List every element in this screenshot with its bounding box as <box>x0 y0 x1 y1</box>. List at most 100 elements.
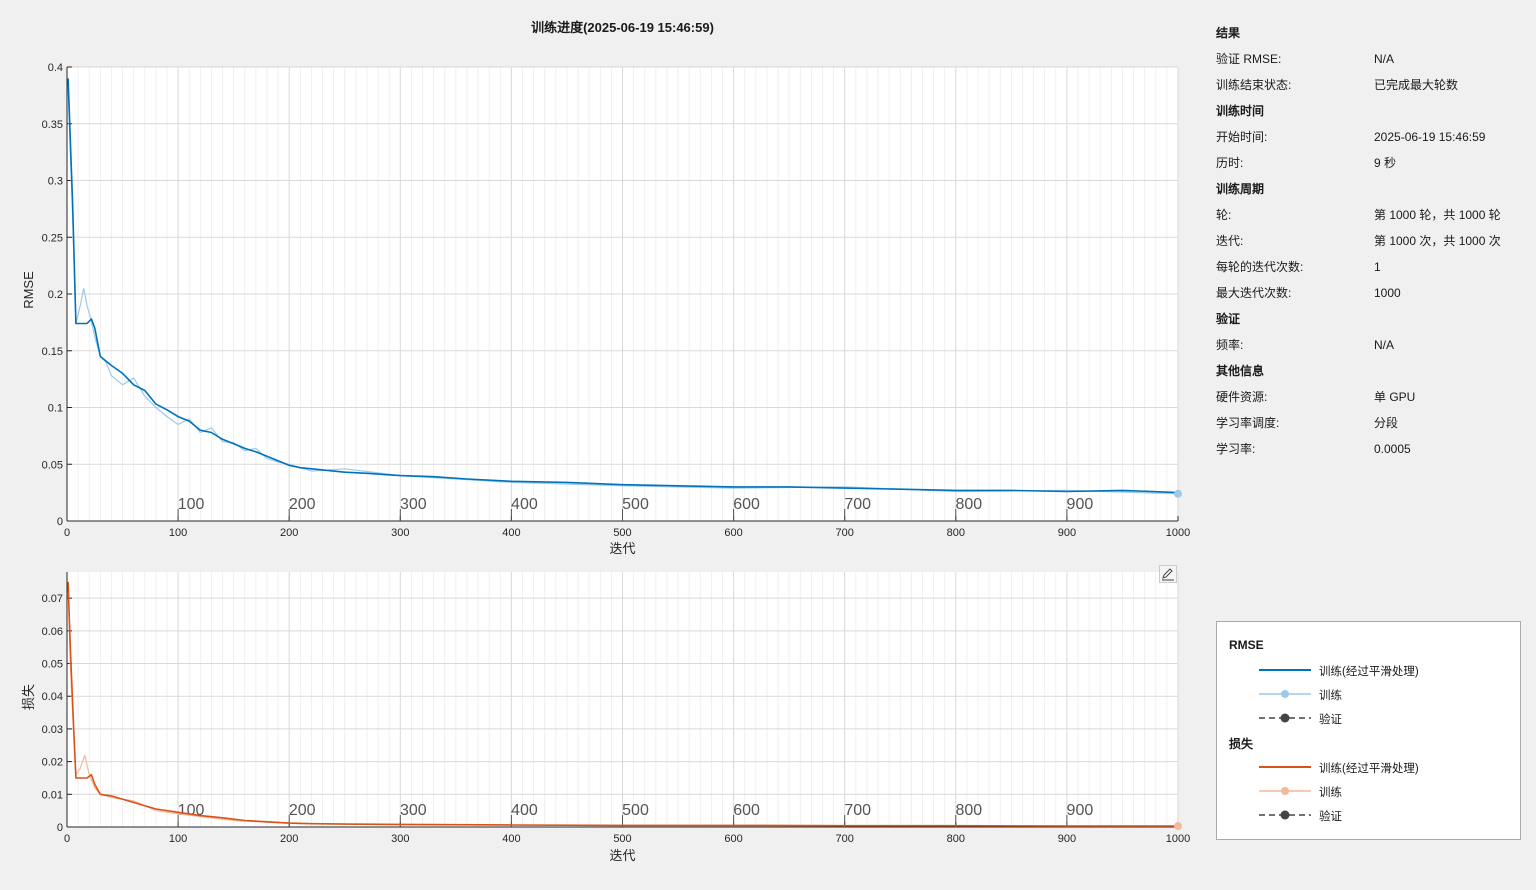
x-tick-label: 800 <box>947 833 965 845</box>
legend-label: 训练 <box>1319 787 1342 799</box>
info-key: 学习率: <box>1216 442 1256 456</box>
y-axis-label: 损失 <box>21 684 36 710</box>
series-smoothed-line <box>67 581 1178 827</box>
series-smoothed-line <box>67 78 1179 494</box>
info-row: 训练结束状态: 已完成最大轮数 <box>1216 74 1526 100</box>
legend-loss-title: 损失 <box>1229 737 1254 751</box>
y-tick-label: 0.15 <box>42 346 63 358</box>
x-tick-label: 200 <box>280 833 298 845</box>
info-row: 频率: N/A <box>1216 334 1526 360</box>
info-row: 验证 RMSE: N/A <box>1216 48 1526 74</box>
epoch-label: 500 <box>622 802 649 819</box>
info-value: 已完成最大轮数 <box>1374 78 1459 92</box>
x-tick-label: 500 <box>613 833 631 845</box>
x-tick-label: 600 <box>724 833 742 845</box>
epoch-label: 400 <box>511 496 538 513</box>
x-tick-label: 1000 <box>1166 833 1190 845</box>
info-key: 验证 RMSE: <box>1216 52 1282 66</box>
legend-rmse-title: RMSE <box>1229 638 1264 652</box>
info-key: 频率: <box>1216 338 1244 352</box>
info-section-title: 结果 <box>1216 26 1241 40</box>
info-value: 2025-06-19 15:46:59 <box>1374 130 1486 144</box>
epoch-label: 200 <box>289 496 316 513</box>
info-key: 学习率调度: <box>1216 416 1280 430</box>
x-tick-label: 400 <box>502 833 520 845</box>
legend-loss-smooth: 训练(经过平滑处理) <box>1259 757 1499 777</box>
info-row: 学习率调度: 分段 <box>1216 412 1526 438</box>
x-tick-label: 300 <box>391 833 409 845</box>
legend-label: 训练(经过平滑处理) <box>1319 666 1419 678</box>
epoch-label: 900 <box>1067 802 1094 819</box>
info-key: 训练结束状态: <box>1216 78 1292 92</box>
info-key: 硬件资源: <box>1216 390 1268 404</box>
chart-1: 0 100 200 300 400 500 600 700 800 900 1000 0 0.01 0.0… <box>21 572 1190 863</box>
y-tick-label: 0 <box>57 822 63 834</box>
x-tick-label: 800 <box>947 527 965 539</box>
legend-label: 验证 <box>1319 714 1342 726</box>
info-value: 9 秒 <box>1374 156 1397 170</box>
legend-rmse-train: 训练 <box>1259 684 1499 704</box>
info-value: N/A <box>1374 52 1395 66</box>
x-tick-label: 700 <box>836 833 854 845</box>
info-section-title: 训练时间 <box>1216 104 1265 118</box>
y-tick-label: 0.05 <box>42 659 63 671</box>
x-tick-label: 500 <box>613 527 631 539</box>
legend-label: 训练 <box>1319 690 1342 702</box>
info-row: 开始时间: 2025-06-19 15:46:59 <box>1216 126 1526 152</box>
x-axis-label: 迭代 <box>609 541 635 556</box>
x-tick-label: 100 <box>169 833 187 845</box>
info-value: 第 1000 轮，共 1000 轮 <box>1374 208 1501 222</box>
info-section-title: 验证 <box>1216 312 1241 326</box>
x-axis-label: 迭代 <box>609 848 635 863</box>
training-info-panel: 结果验证 RMSE: N/A 训练结束状态: 已完成最大轮数训练时间开始时间: 2025… <box>1216 22 1526 464</box>
legend-loss-val: 验证 <box>1259 805 1499 825</box>
info-row: 轮: 第 1000 轮，共 1000 轮 <box>1216 204 1526 230</box>
info-section-title: 其他信息 <box>1216 364 1265 378</box>
info-key: 迭代: <box>1216 234 1244 248</box>
epoch-label: 500 <box>622 496 649 513</box>
epoch-label: 100 <box>178 496 205 513</box>
edit-pen-icon[interactable] <box>1159 565 1177 583</box>
info-key: 每轮的迭代次数: <box>1216 260 1304 274</box>
y-tick-label: 0.4 <box>48 62 63 74</box>
info-row: 历时: 9 秒 <box>1216 152 1526 178</box>
x-tick-label: 900 <box>1058 527 1076 539</box>
info-row: 硬件资源: 单 GPU <box>1216 386 1526 412</box>
x-tick-label: 300 <box>391 527 409 539</box>
info-key: 轮: <box>1216 208 1232 222</box>
x-tick-label: 0 <box>64 527 70 539</box>
epoch-label: 600 <box>733 802 760 819</box>
epoch-label: 300 <box>400 802 427 819</box>
training-plots: 0 100 200 300 400 500 600 700 800 900 100000.050.1… <box>21 62 1190 863</box>
epoch-label: 900 <box>1067 496 1094 513</box>
info-key: 历时: <box>1216 156 1244 170</box>
y-tick-label: 0.3 <box>48 176 63 188</box>
legend: RMSE 训练(经过平滑处理) 训练 验证 损失 训练(经过平滑处理) 训练 验… <box>1216 621 1521 840</box>
info-value: 分段 <box>1374 416 1399 430</box>
y-tick-label: 0.2 <box>48 289 63 301</box>
y-tick-label: 0.04 <box>42 691 63 703</box>
epoch-label: 800 <box>955 802 982 819</box>
y-tick-label: 0.02 <box>42 757 63 769</box>
epoch-label: 300 <box>400 496 427 513</box>
y-tick-label: 0.06 <box>42 626 63 638</box>
y-axis-label: RMSE <box>21 271 36 309</box>
epoch-label: 600 <box>733 496 760 513</box>
legend-loss-train: 训练 <box>1259 781 1499 801</box>
epoch-label: 700 <box>844 802 871 819</box>
series-train-end-marker <box>1174 489 1182 498</box>
x-tick-label: 0 <box>64 833 70 845</box>
info-section-title: 训练周期 <box>1216 182 1265 196</box>
chart-0: 0 100 200 300 400 500 600 700 800 900 1000 0 0.05 0.1… <box>21 62 1190 556</box>
info-row: 最大迭代次数: 1000 <box>1216 282 1526 308</box>
info-value: 1 <box>1374 260 1381 274</box>
y-tick-label: 0 <box>57 516 63 528</box>
x-tick-label: 200 <box>280 527 298 539</box>
legend-label: 验证 <box>1319 811 1342 823</box>
legend-rmse-val: 验证 <box>1259 708 1499 728</box>
y-tick-label: 0.03 <box>42 724 63 736</box>
x-tick-label: 900 <box>1058 833 1076 845</box>
epoch-label: 400 <box>511 802 538 819</box>
x-tick-label: 1000 <box>1166 527 1190 539</box>
x-tick-label: 600 <box>724 527 742 539</box>
